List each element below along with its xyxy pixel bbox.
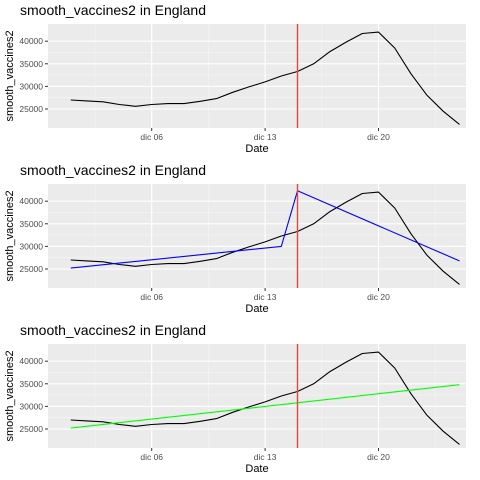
panel-background [48,24,466,128]
y-tick-label: 40000 [19,36,43,46]
y-tick-label: 25000 [19,264,43,274]
x-tick-label: dic 20 [367,292,390,302]
y-axis-title: smooth_vaccines2 [4,30,16,121]
series-line-2 [70,190,460,269]
x-tick-label: dic 06 [140,452,163,462]
y-tick-label: 35000 [19,379,43,389]
y-tick-label: 40000 [19,356,43,366]
x-tick-label: dic 13 [254,292,277,302]
chart-title: smooth_vaccines2 in England [20,162,206,178]
series-line-1 [70,191,460,285]
y-tick-label: 30000 [19,241,43,251]
chart-panel-3: 25000 30000 35000 40000 dic 06 dic 13 dic 20 sm… [4,322,466,475]
y-tick-label: 25000 [19,424,43,434]
y-tick-label: 40000 [19,196,43,206]
series-line-2 [70,384,460,429]
x-tick-label: dic 06 [140,292,163,302]
x-tick-label: dic 13 [254,132,277,142]
chart-panel-1: 25000 30000 35000 40000 dic 06 dic 13 dic 20 sm… [4,2,466,155]
x-tick-label: dic 20 [367,452,390,462]
y-tick-label: 35000 [19,59,43,69]
series-line-1 [70,351,460,445]
x-axis-title: Date [245,463,268,475]
y-tick-label: 35000 [19,219,43,229]
y-tick-label: 30000 [19,401,43,411]
x-axis-title: Date [245,143,268,155]
y-axis-title: smooth_vaccines2 [4,190,16,281]
panel-background [48,344,466,448]
x-tick-label: dic 20 [367,132,390,142]
y-tick-label: 25000 [19,104,43,114]
chart-title: smooth_vaccines2 in England [20,2,206,18]
y-axis-title: smooth_vaccines2 [4,350,16,441]
x-axis-title: Date [245,303,268,315]
chart-title: smooth_vaccines2 in England [20,322,206,338]
chart-panel-2: 25000 30000 35000 40000 dic 06 dic 13 dic 20 sm… [4,162,466,315]
y-tick-label: 30000 [19,81,43,91]
x-tick-label: dic 06 [140,132,163,142]
series-line-1 [70,31,460,125]
x-tick-label: dic 13 [254,452,277,462]
